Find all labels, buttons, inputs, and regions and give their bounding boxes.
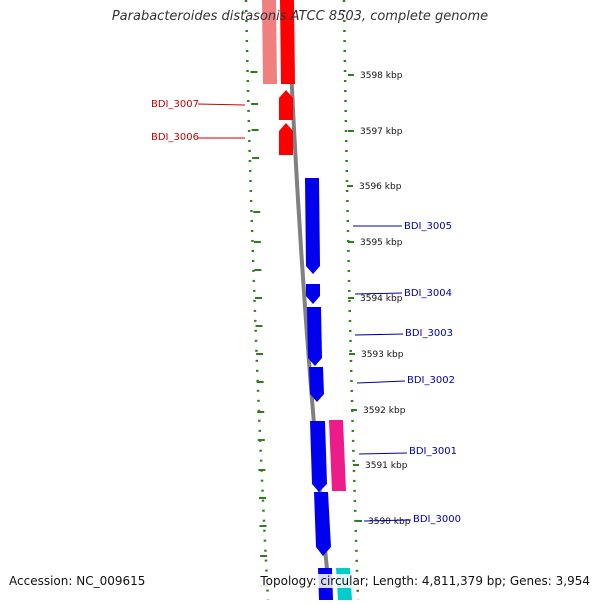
gene-label-bdi-3001[interactable]: BDI_3001 [409,446,457,457]
scale-label: 3595 kbp [360,238,403,248]
scale-label: 3594 kbp [360,294,403,304]
gene-feature-bdi-3006[interactable] [279,123,293,155]
scale-label: 3590 kbp [368,517,411,527]
gene-label-bdi-3006[interactable]: BDI_3006 [151,132,199,143]
scale-label: 3592 kbp [363,406,406,416]
forward-genes [262,0,295,155]
genome-title: Parabacteroides distasonis ATCC 8503, co… [111,9,489,24]
gene-feature[interactable] [280,0,295,84]
gene-label-bdi-3000[interactable]: BDI_3000 [413,514,461,525]
scale-label: 3598 kbp [360,71,403,81]
outer-ring-left [244,0,270,601]
scale-label: 3593 kbp [361,350,404,360]
gene-label-bdi-3003[interactable]: BDI_3003 [405,328,453,339]
gene-labels: BDI_3007 BDI_3006 BDI_3005 BDI_3004 BDI_3003… [151,99,461,525]
scale-label: 3597 kbp [360,127,403,137]
reverse-genes [305,178,333,600]
gene-label-leader [363,519,412,522]
gene-feature-bdi-3002[interactable] [309,367,324,402]
gene-label-leader [356,380,406,384]
gene-label-bdi-3005[interactable]: BDI_3005 [404,221,452,232]
scale-label: 3591 kbp [365,461,408,471]
outer-ring-right [342,0,360,601]
topology-summary: Topology: circular; Length: 4,811,379 bp… [260,574,590,588]
gene-feature-bdi-3005[interactable] [305,178,320,274]
gene-feature-bdi-3001[interactable] [310,421,327,492]
gene-label-leader [354,333,404,336]
accession-text: Accession: NC_009615 [9,574,146,588]
gene-feature-light[interactable] [262,0,277,84]
gene-label-leader [354,292,403,295]
gene-label-bdi-3002[interactable]: BDI_3002 [407,375,455,386]
gene-label-bdi-3004[interactable]: BDI_3004 [404,288,452,299]
gene-label-leader [358,452,408,455]
gene-feature-bdi-3003[interactable] [307,307,322,366]
gene-feature-bdi-3004[interactable] [306,284,320,304]
gene-label-leader [197,103,246,106]
scale-ticks: 3598 kbp 3597 kbp 3596 kbp 3595 kbp 3594 kbp… [250,71,411,587]
gene-label-bdi-3007[interactable]: BDI_3007 [151,99,199,110]
pink-feature[interactable] [329,420,346,491]
gene-feature-bdi-3007[interactable] [279,90,293,120]
scale-label: 3596 kbp [359,182,402,192]
gene-feature-bdi-3000[interactable] [314,492,331,556]
